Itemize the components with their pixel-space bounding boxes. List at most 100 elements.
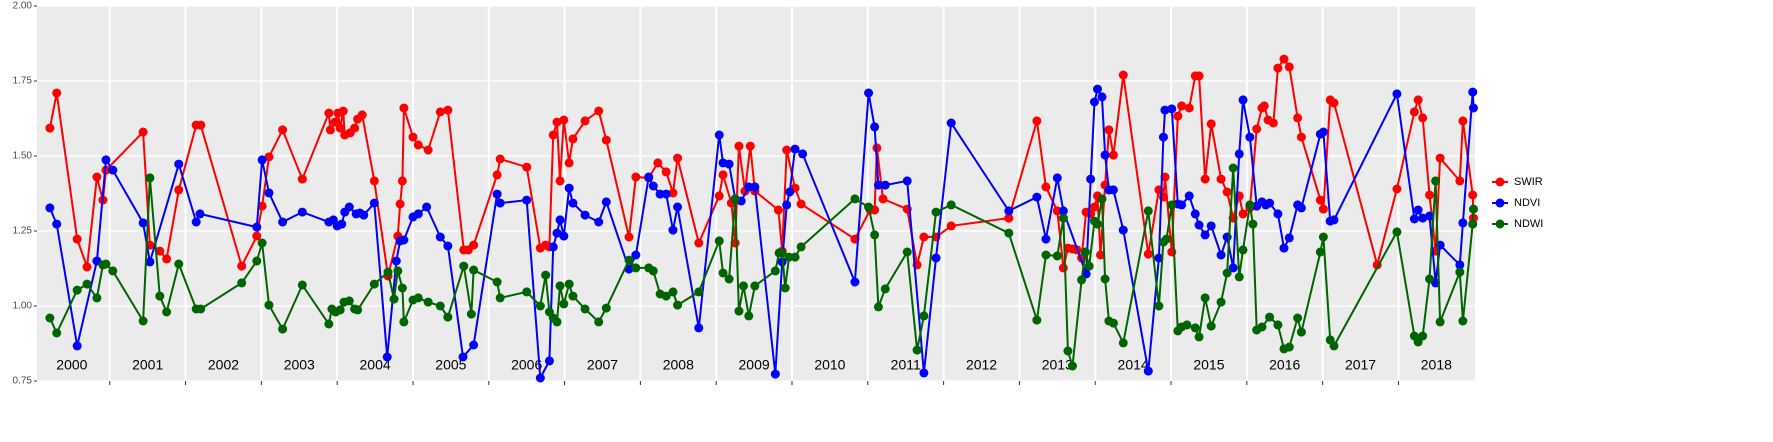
data-point [399, 317, 409, 327]
data-point [252, 256, 262, 266]
data-point [1248, 219, 1258, 229]
data-point [718, 170, 728, 180]
data-point [594, 217, 604, 227]
data-point [1468, 87, 1478, 97]
data-point [162, 254, 172, 264]
data-point [1245, 132, 1255, 142]
data-point [535, 301, 545, 311]
data-point [399, 235, 409, 245]
data-point [555, 281, 565, 291]
data-point [1273, 63, 1283, 73]
data-point [931, 253, 941, 263]
data-point [624, 255, 634, 265]
data-point [1315, 195, 1325, 205]
data-point [1167, 200, 1177, 210]
data-point [45, 203, 55, 213]
data-point [72, 285, 82, 295]
data-point [796, 242, 806, 252]
year-label: 2011 [891, 357, 921, 373]
data-point [1063, 346, 1073, 356]
data-point [101, 155, 111, 165]
data-point [108, 165, 118, 175]
data-point [559, 299, 569, 309]
data-point [383, 267, 393, 277]
data-point [389, 294, 399, 304]
data-point [422, 202, 432, 212]
data-point [1194, 220, 1204, 230]
data-point [1058, 206, 1068, 216]
data-point [145, 257, 155, 267]
data-point [1279, 54, 1289, 64]
data-point [564, 279, 574, 289]
data-point [138, 218, 148, 228]
data-point [919, 368, 929, 378]
data-point [1228, 163, 1238, 173]
data-point [397, 283, 407, 293]
data-point [734, 141, 744, 151]
data-point [744, 311, 754, 321]
data-point [1413, 95, 1423, 105]
data-point [1425, 211, 1435, 221]
data-point [522, 162, 532, 172]
data-point [548, 130, 558, 140]
data-point [469, 340, 479, 350]
data-point [459, 261, 469, 271]
year-label: 2000 [56, 357, 87, 373]
data-point [912, 345, 922, 355]
data-point [174, 259, 184, 269]
data-point [790, 144, 800, 154]
data-point [1173, 111, 1183, 121]
data-point [1004, 213, 1014, 223]
data-point [145, 173, 155, 183]
data-point [1222, 268, 1232, 278]
data-point [1206, 221, 1216, 231]
data-point [559, 115, 569, 125]
data-point [1058, 263, 1068, 273]
data-point [864, 88, 874, 98]
data-point [714, 236, 724, 246]
data-point [601, 135, 611, 145]
data-point [1296, 327, 1306, 337]
data-point [780, 283, 790, 293]
data-point [1100, 274, 1110, 284]
data-point [1413, 205, 1423, 215]
data-point [495, 293, 505, 303]
data-point [1041, 234, 1051, 244]
data-point [344, 296, 354, 306]
data-point [195, 209, 205, 219]
year-label: 2017 [1345, 357, 1376, 373]
data-point [1458, 116, 1468, 126]
data-point [730, 194, 740, 204]
y-tick-label: 1.00 [13, 301, 33, 312]
data-point [278, 217, 288, 227]
data-point [325, 125, 335, 135]
y-tick-label: 1.25 [13, 226, 33, 237]
data-point [338, 106, 348, 116]
year-label: 2003 [284, 357, 315, 373]
data-point [1206, 321, 1216, 331]
data-point [1458, 316, 1468, 326]
data-point [745, 141, 755, 151]
data-point [564, 183, 574, 193]
data-point [724, 274, 734, 284]
data-point [443, 241, 453, 251]
data-point [673, 300, 683, 310]
data-point [45, 313, 55, 323]
data-point [324, 319, 334, 329]
data-point [1425, 274, 1435, 284]
data-point [750, 182, 760, 192]
data-point [257, 238, 267, 248]
data-point [1092, 219, 1102, 229]
data-point [435, 232, 445, 242]
data-point [495, 198, 505, 208]
data-point [45, 123, 55, 133]
data-point [52, 328, 62, 338]
year-label: 2009 [739, 357, 770, 373]
data-point [492, 277, 502, 287]
data-point [535, 373, 545, 383]
data-point [1080, 247, 1090, 257]
data-point [522, 287, 532, 297]
data-point [1284, 233, 1294, 243]
year-label: 2001 [132, 357, 163, 373]
